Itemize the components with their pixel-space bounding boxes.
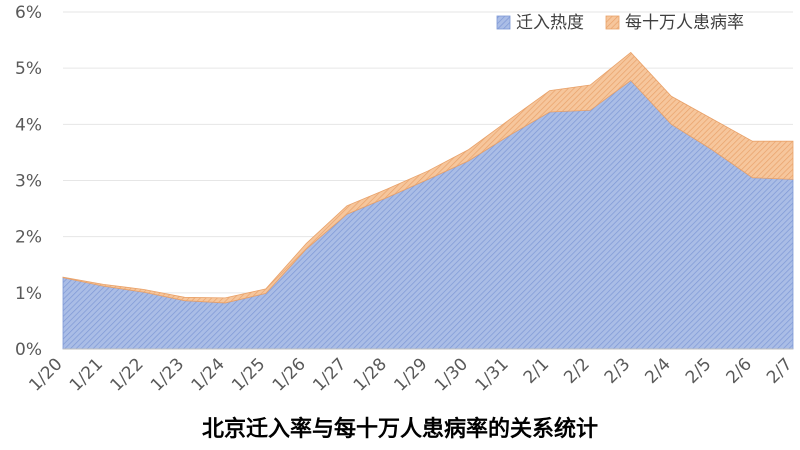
legend-swatch <box>605 15 620 30</box>
x-tick-label: 2/1 <box>520 354 553 387</box>
x-tick-label: 1/26 <box>269 354 310 395</box>
x-tick-label: 2/4 <box>641 354 674 387</box>
x-tick-label: 1/29 <box>390 354 431 395</box>
legend-label: 每十万人患病率 <box>625 13 744 33</box>
x-tick-label: 2/2 <box>560 354 593 387</box>
x-tick-label: 1/25 <box>228 354 269 395</box>
x-axis: 1/20 1/21 1/22 1/23 1/24 1/25 1/26 1/27 1/28 1/29… <box>25 348 797 396</box>
legend-label: 迁入热度 <box>516 13 584 33</box>
y-tick-label: 4% <box>15 115 42 135</box>
y-tick-label: 0% <box>15 340 42 360</box>
x-tick-label: 2/3 <box>601 354 634 387</box>
y-tick-label: 1% <box>15 284 42 304</box>
x-tick-label: 2/7 <box>763 354 796 387</box>
legend: 迁入热度 每十万人患病率 <box>496 13 744 33</box>
x-tick-label: 1/23 <box>147 354 188 395</box>
x-tick-label: 2/6 <box>722 354 755 387</box>
x-tick-label: 1/31 <box>472 354 513 395</box>
y-tick-label: 5% <box>15 59 42 79</box>
x-tick-label: 1/24 <box>188 354 229 395</box>
x-tick-label: 1/30 <box>431 354 472 395</box>
x-tick-label: 1/22 <box>107 354 148 395</box>
x-tick-label: 1/27 <box>309 354 350 395</box>
x-tick-label: 1/28 <box>350 354 391 395</box>
legend-swatch <box>496 15 511 30</box>
area-series-2 <box>62 51 794 304</box>
series-areas <box>62 51 794 350</box>
x-tick-label: 2/5 <box>682 354 715 387</box>
y-axis: 0% 1% 2% 3% 4% 5% 6% <box>15 3 42 360</box>
chart-title: 北京迁入率与每十万人患病率的关系统计 <box>202 416 598 442</box>
y-tick-label: 2% <box>15 228 42 248</box>
x-tick-label: 1/21 <box>66 354 107 395</box>
x-tick-label: 1/20 <box>25 354 66 395</box>
y-tick-label: 6% <box>15 3 42 23</box>
y-tick-label: 3% <box>15 172 42 192</box>
